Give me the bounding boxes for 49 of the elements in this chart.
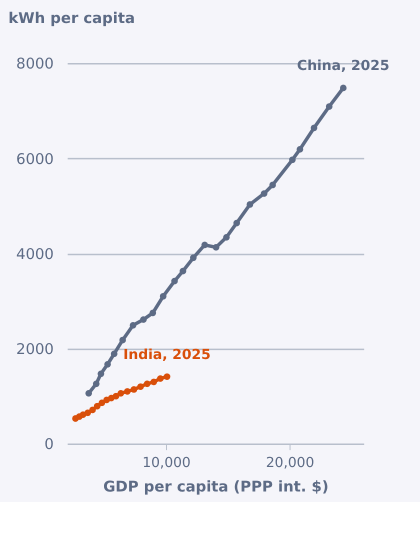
point	[180, 268, 186, 274]
point	[260, 190, 268, 197]
point	[233, 220, 240, 226]
y-tick-label: 6000	[16, 150, 54, 168]
point	[149, 310, 156, 316]
point	[124, 388, 131, 395]
point	[137, 383, 144, 390]
point	[223, 234, 230, 241]
point	[144, 380, 150, 388]
point	[140, 316, 147, 323]
point	[112, 392, 120, 400]
y-tick-label: 4000	[16, 246, 54, 263]
point	[326, 103, 333, 110]
point	[160, 292, 166, 300]
point	[246, 201, 254, 208]
point	[190, 254, 197, 262]
point	[104, 360, 111, 368]
point	[130, 386, 138, 393]
x-tick-label: 20,000	[266, 454, 314, 471]
point	[130, 322, 136, 329]
x-axis-title: GDP per capita (PPP int. $)	[103, 478, 329, 496]
point	[289, 156, 296, 164]
annotation: India, 2025	[123, 346, 211, 363]
point	[201, 242, 208, 248]
point	[94, 402, 101, 410]
point	[157, 375, 164, 382]
point	[340, 84, 347, 92]
point	[171, 278, 178, 284]
point	[119, 336, 126, 344]
y-tick-label: 0	[44, 436, 54, 454]
point	[296, 146, 304, 153]
point	[89, 406, 96, 414]
point	[150, 378, 158, 386]
y-tick-label: 2000	[16, 341, 54, 358]
point	[110, 350, 118, 358]
point	[92, 380, 100, 388]
point	[117, 390, 124, 397]
point	[98, 399, 106, 406]
point	[269, 182, 276, 188]
point	[310, 124, 318, 132]
x-tick-label: 10,000	[142, 454, 191, 471]
y-axis-title: kWh per capita	[8, 10, 135, 28]
point	[84, 409, 92, 416]
annotation: China, 2025	[297, 58, 390, 74]
point	[164, 373, 170, 380]
point	[212, 244, 220, 251]
y-tick-label: 8000	[16, 56, 54, 73]
point	[98, 370, 104, 378]
point	[85, 390, 92, 397]
